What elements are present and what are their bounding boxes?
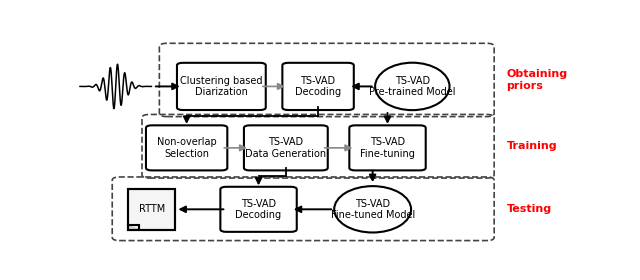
Text: TS-VAD
Decoding: TS-VAD Decoding bbox=[236, 199, 282, 220]
Text: Testing: Testing bbox=[507, 204, 552, 214]
Text: Non-overlap
Selection: Non-overlap Selection bbox=[157, 137, 216, 159]
Text: TS-VAD
Decoding: TS-VAD Decoding bbox=[295, 76, 341, 97]
FancyBboxPatch shape bbox=[220, 187, 297, 232]
FancyBboxPatch shape bbox=[129, 189, 175, 230]
FancyBboxPatch shape bbox=[177, 63, 266, 110]
FancyBboxPatch shape bbox=[349, 125, 426, 171]
Text: TS-VAD
Pre-trained Model: TS-VAD Pre-trained Model bbox=[369, 76, 456, 97]
FancyBboxPatch shape bbox=[146, 125, 227, 171]
Ellipse shape bbox=[334, 186, 411, 232]
Text: RTTM: RTTM bbox=[139, 204, 165, 214]
Polygon shape bbox=[129, 225, 139, 230]
FancyBboxPatch shape bbox=[244, 125, 328, 171]
Text: TS-VAD
Fine-tuned Model: TS-VAD Fine-tuned Model bbox=[330, 199, 415, 220]
Ellipse shape bbox=[375, 63, 449, 110]
Text: TS-VAD
Data Generation: TS-VAD Data Generation bbox=[245, 137, 326, 159]
Text: Clustering based
Diarization: Clustering based Diarization bbox=[180, 76, 262, 97]
Text: Training: Training bbox=[507, 141, 557, 151]
Text: TS-VAD
Fine-tuning: TS-VAD Fine-tuning bbox=[360, 137, 415, 159]
Text: Obtaining
priors: Obtaining priors bbox=[507, 69, 568, 91]
FancyBboxPatch shape bbox=[282, 63, 354, 110]
